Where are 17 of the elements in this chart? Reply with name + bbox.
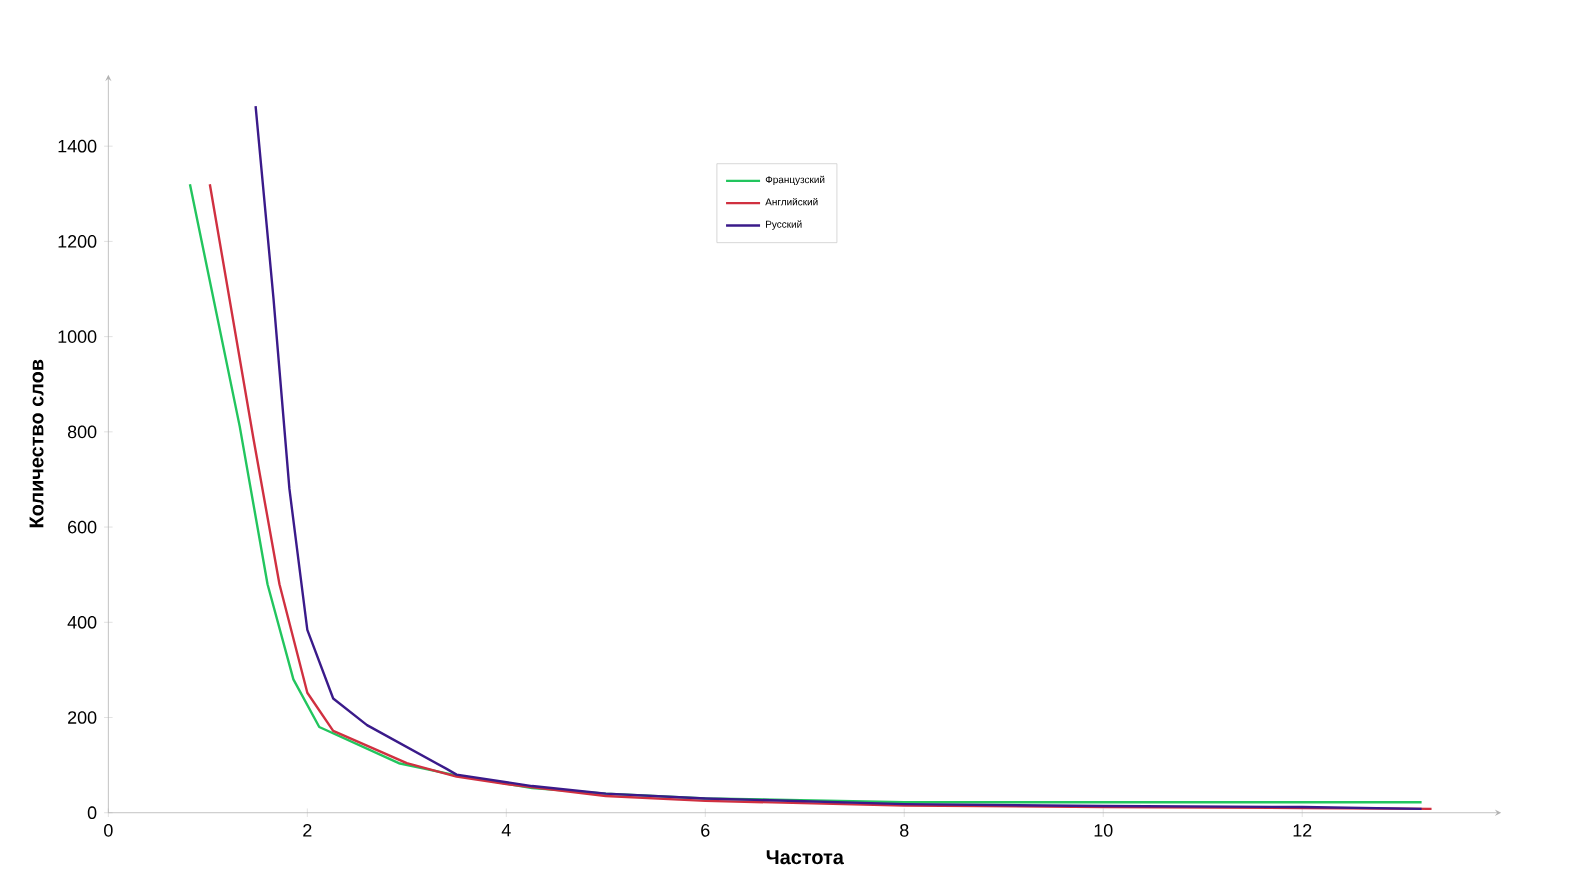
- x-tick-label: 10: [1094, 823, 1113, 837]
- x-tick-label: 0: [104, 823, 113, 837]
- y-tick-label: 1200: [58, 234, 97, 248]
- y-tick-label: 200: [68, 711, 97, 724]
- x-tick-label: 12: [1293, 823, 1312, 837]
- x-tick-label: 6: [701, 823, 710, 837]
- x-tick-label: 8: [900, 823, 909, 837]
- y-tick-label: 1400: [58, 139, 97, 153]
- y-tick-label: 800: [67, 425, 97, 439]
- y-tick-label: 400: [67, 615, 97, 629]
- y-tick-label: 600: [68, 520, 97, 534]
- x-tick-label: 2: [303, 823, 312, 837]
- y-tick-label: 0: [87, 806, 97, 819]
- y-tick-label: 1000: [58, 330, 97, 343]
- x-tick-label: 4: [501, 823, 511, 837]
- x-axis-title: Частота: [766, 850, 844, 865]
- y-axis-title: Количество слов: [29, 359, 44, 528]
